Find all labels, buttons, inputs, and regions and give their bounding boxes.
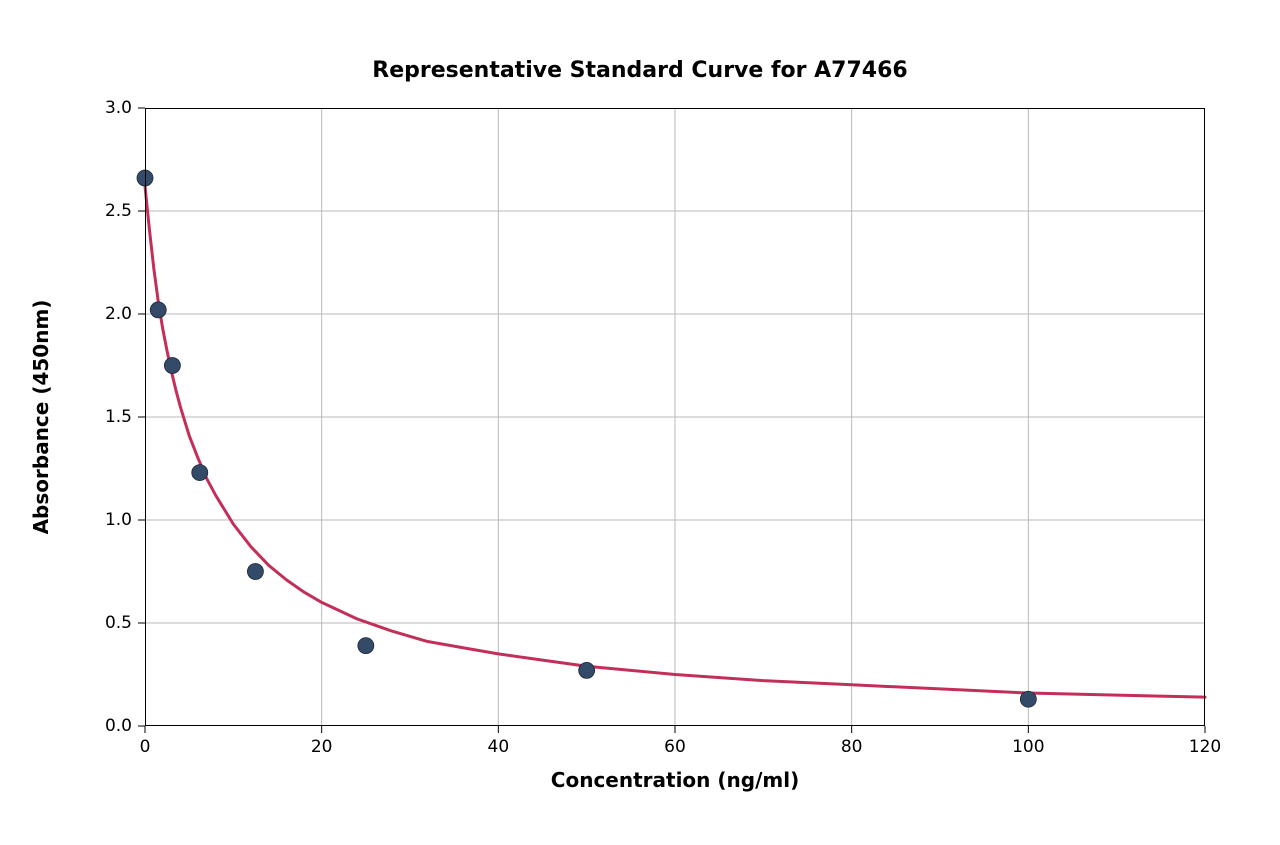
- y-tick-label: 2.0: [105, 304, 132, 324]
- y-tick-label: 0.0: [105, 716, 132, 736]
- y-tick-label: 3.0: [105, 98, 132, 118]
- y-tick-label: 1.5: [105, 407, 132, 427]
- y-tick-label: 1.0: [105, 510, 132, 530]
- x-tick-label: 0: [140, 737, 151, 757]
- y-tick-label: 0.5: [105, 613, 132, 633]
- x-tick-label: 100: [1012, 737, 1044, 757]
- x-axis-label: Concentration (ng/ml): [145, 768, 1205, 792]
- x-tick-label: 80: [841, 737, 863, 757]
- plot-border: [145, 108, 1205, 726]
- figure: Representative Standard Curve for A77466…: [0, 0, 1280, 845]
- y-axis-label: Absorbance (450nm): [29, 300, 53, 535]
- chart-title: Representative Standard Curve for A77466: [0, 58, 1280, 83]
- x-tick-label: 20: [311, 737, 333, 757]
- x-tick-label: 120: [1189, 737, 1221, 757]
- y-tick-label: 2.5: [105, 201, 132, 221]
- x-tick-label: 60: [664, 737, 686, 757]
- x-tick-label: 40: [488, 737, 510, 757]
- plot-area: [145, 108, 1205, 726]
